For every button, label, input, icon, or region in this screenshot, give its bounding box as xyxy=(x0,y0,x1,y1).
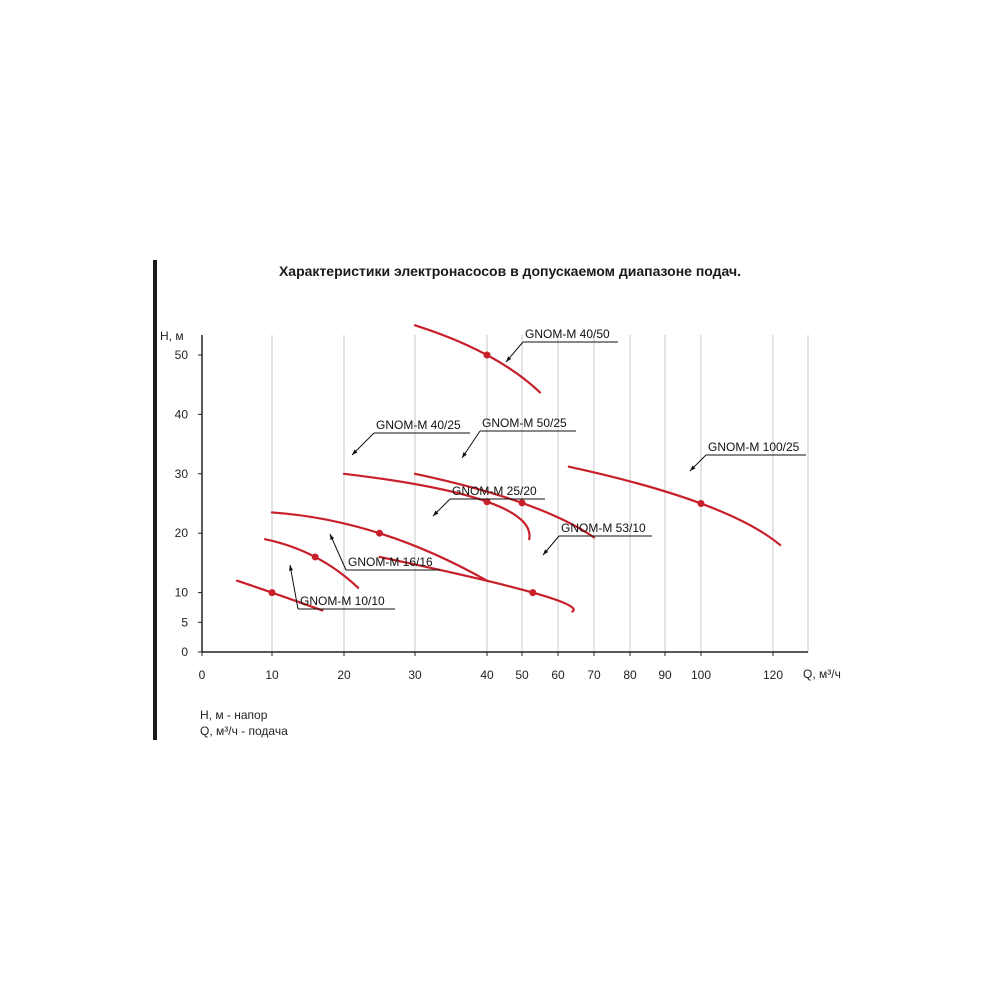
axis-layer: 0 5 10 20 30 40 50 0 10 20 30 40 50 60 70 80 90 100 120 H, … xyxy=(160,329,841,682)
label-arrow-gnom-m-53-10 xyxy=(543,549,549,555)
x-tick-label-20: 20 xyxy=(337,668,351,682)
y-tick-label-30: 30 xyxy=(175,467,189,481)
x-tick-label-40: 40 xyxy=(480,668,494,682)
x-tick-label-50: 50 xyxy=(515,668,529,682)
y-tick-label-5: 5 xyxy=(181,615,188,629)
nominal-point-gnom-m-16-16 xyxy=(311,553,319,561)
x-tick-label-80: 80 xyxy=(623,668,637,682)
nominal-point-gnom-m-50-25 xyxy=(518,499,526,507)
y-tick-label-20: 20 xyxy=(175,526,189,540)
label-leader-gnom-m-16-16 xyxy=(329,533,347,571)
curve-label-gnom-m-50-25: GNOM-M 50/25 xyxy=(482,416,567,430)
legend: H, м - напор Q, м³/ч - подача xyxy=(200,707,288,739)
nominal-point-gnom-m-53-10 xyxy=(529,589,537,597)
x-tick-label-10: 10 xyxy=(265,668,279,682)
curve-layer xyxy=(235,324,782,613)
curve-label-gnom-m-16-16: GNOM-M 16/16 xyxy=(348,555,433,569)
y-axis-title: H, м xyxy=(160,329,184,343)
nominal-point-gnom-m-25-20 xyxy=(376,529,383,537)
x-tick-label-90: 90 xyxy=(658,668,672,682)
x-axis-title: Q, м³/ч xyxy=(803,667,841,681)
curve-label-gnom-m-100-25: GNOM-M 100/25 xyxy=(708,440,800,454)
x-tick-label-120: 120 xyxy=(763,668,783,682)
curve-gnom-m-40-50 xyxy=(413,324,542,394)
label-arrow-gnom-m-25-20 xyxy=(433,510,439,516)
side-bar xyxy=(153,260,157,740)
label-arrow-gnom-m-16-16 xyxy=(330,534,335,540)
label-arrow-gnom-m-100-25 xyxy=(690,465,696,471)
label-leader-gnom-m-10-10 xyxy=(289,564,299,610)
x-tick-label-70: 70 xyxy=(587,668,601,682)
x-tick-label-0: 0 xyxy=(199,668,206,682)
nominal-point-gnom-m-40-50 xyxy=(483,351,491,359)
x-tick-label-100: 100 xyxy=(691,668,711,682)
curve-label-gnom-m-40-50: GNOM-M 40/50 xyxy=(525,327,610,341)
label-arrow-gnom-m-40-25 xyxy=(352,449,358,455)
y-tick-label-50: 50 xyxy=(175,348,189,362)
legend-flow: Q, м³/ч - подача xyxy=(200,724,288,738)
legend-head: H, м - напор xyxy=(200,708,268,722)
chart-title: Характеристики электронасосов в допускае… xyxy=(278,263,742,279)
nominal-point-gnom-m-40-25 xyxy=(483,498,491,506)
curve-label-gnom-m-25-20: GNOM-M 25/20 xyxy=(452,484,537,498)
curve-label-gnom-m-53-10: GNOM-M 53/10 xyxy=(561,521,646,535)
y-tick-label-10: 10 xyxy=(175,586,189,600)
curve-label-gnom-m-10-10: GNOM-M 10/10 xyxy=(300,594,385,608)
label-arrow-gnom-m-40-50 xyxy=(506,356,512,362)
label-arrow-gnom-m-10-10 xyxy=(288,565,294,571)
nominal-point-gnom-m-10-10 xyxy=(268,589,276,597)
x-tick-label-60: 60 xyxy=(551,668,565,682)
nominal-point-gnom-m-100-25 xyxy=(697,500,705,507)
label-arrow-gnom-m-50-25 xyxy=(462,452,467,458)
x-tick-label-30: 30 xyxy=(408,668,422,682)
curve-label-gnom-m-40-25: GNOM-M 40/25 xyxy=(376,418,461,432)
y-tick-label-0: 0 xyxy=(181,645,188,659)
y-tick-label-40: 40 xyxy=(175,407,189,421)
label-layer: GNOM-M 10/10 GNOM-M 16/16 GNOM-M 25/20 GNOM… xyxy=(288,327,806,610)
grid-layer xyxy=(271,335,809,652)
